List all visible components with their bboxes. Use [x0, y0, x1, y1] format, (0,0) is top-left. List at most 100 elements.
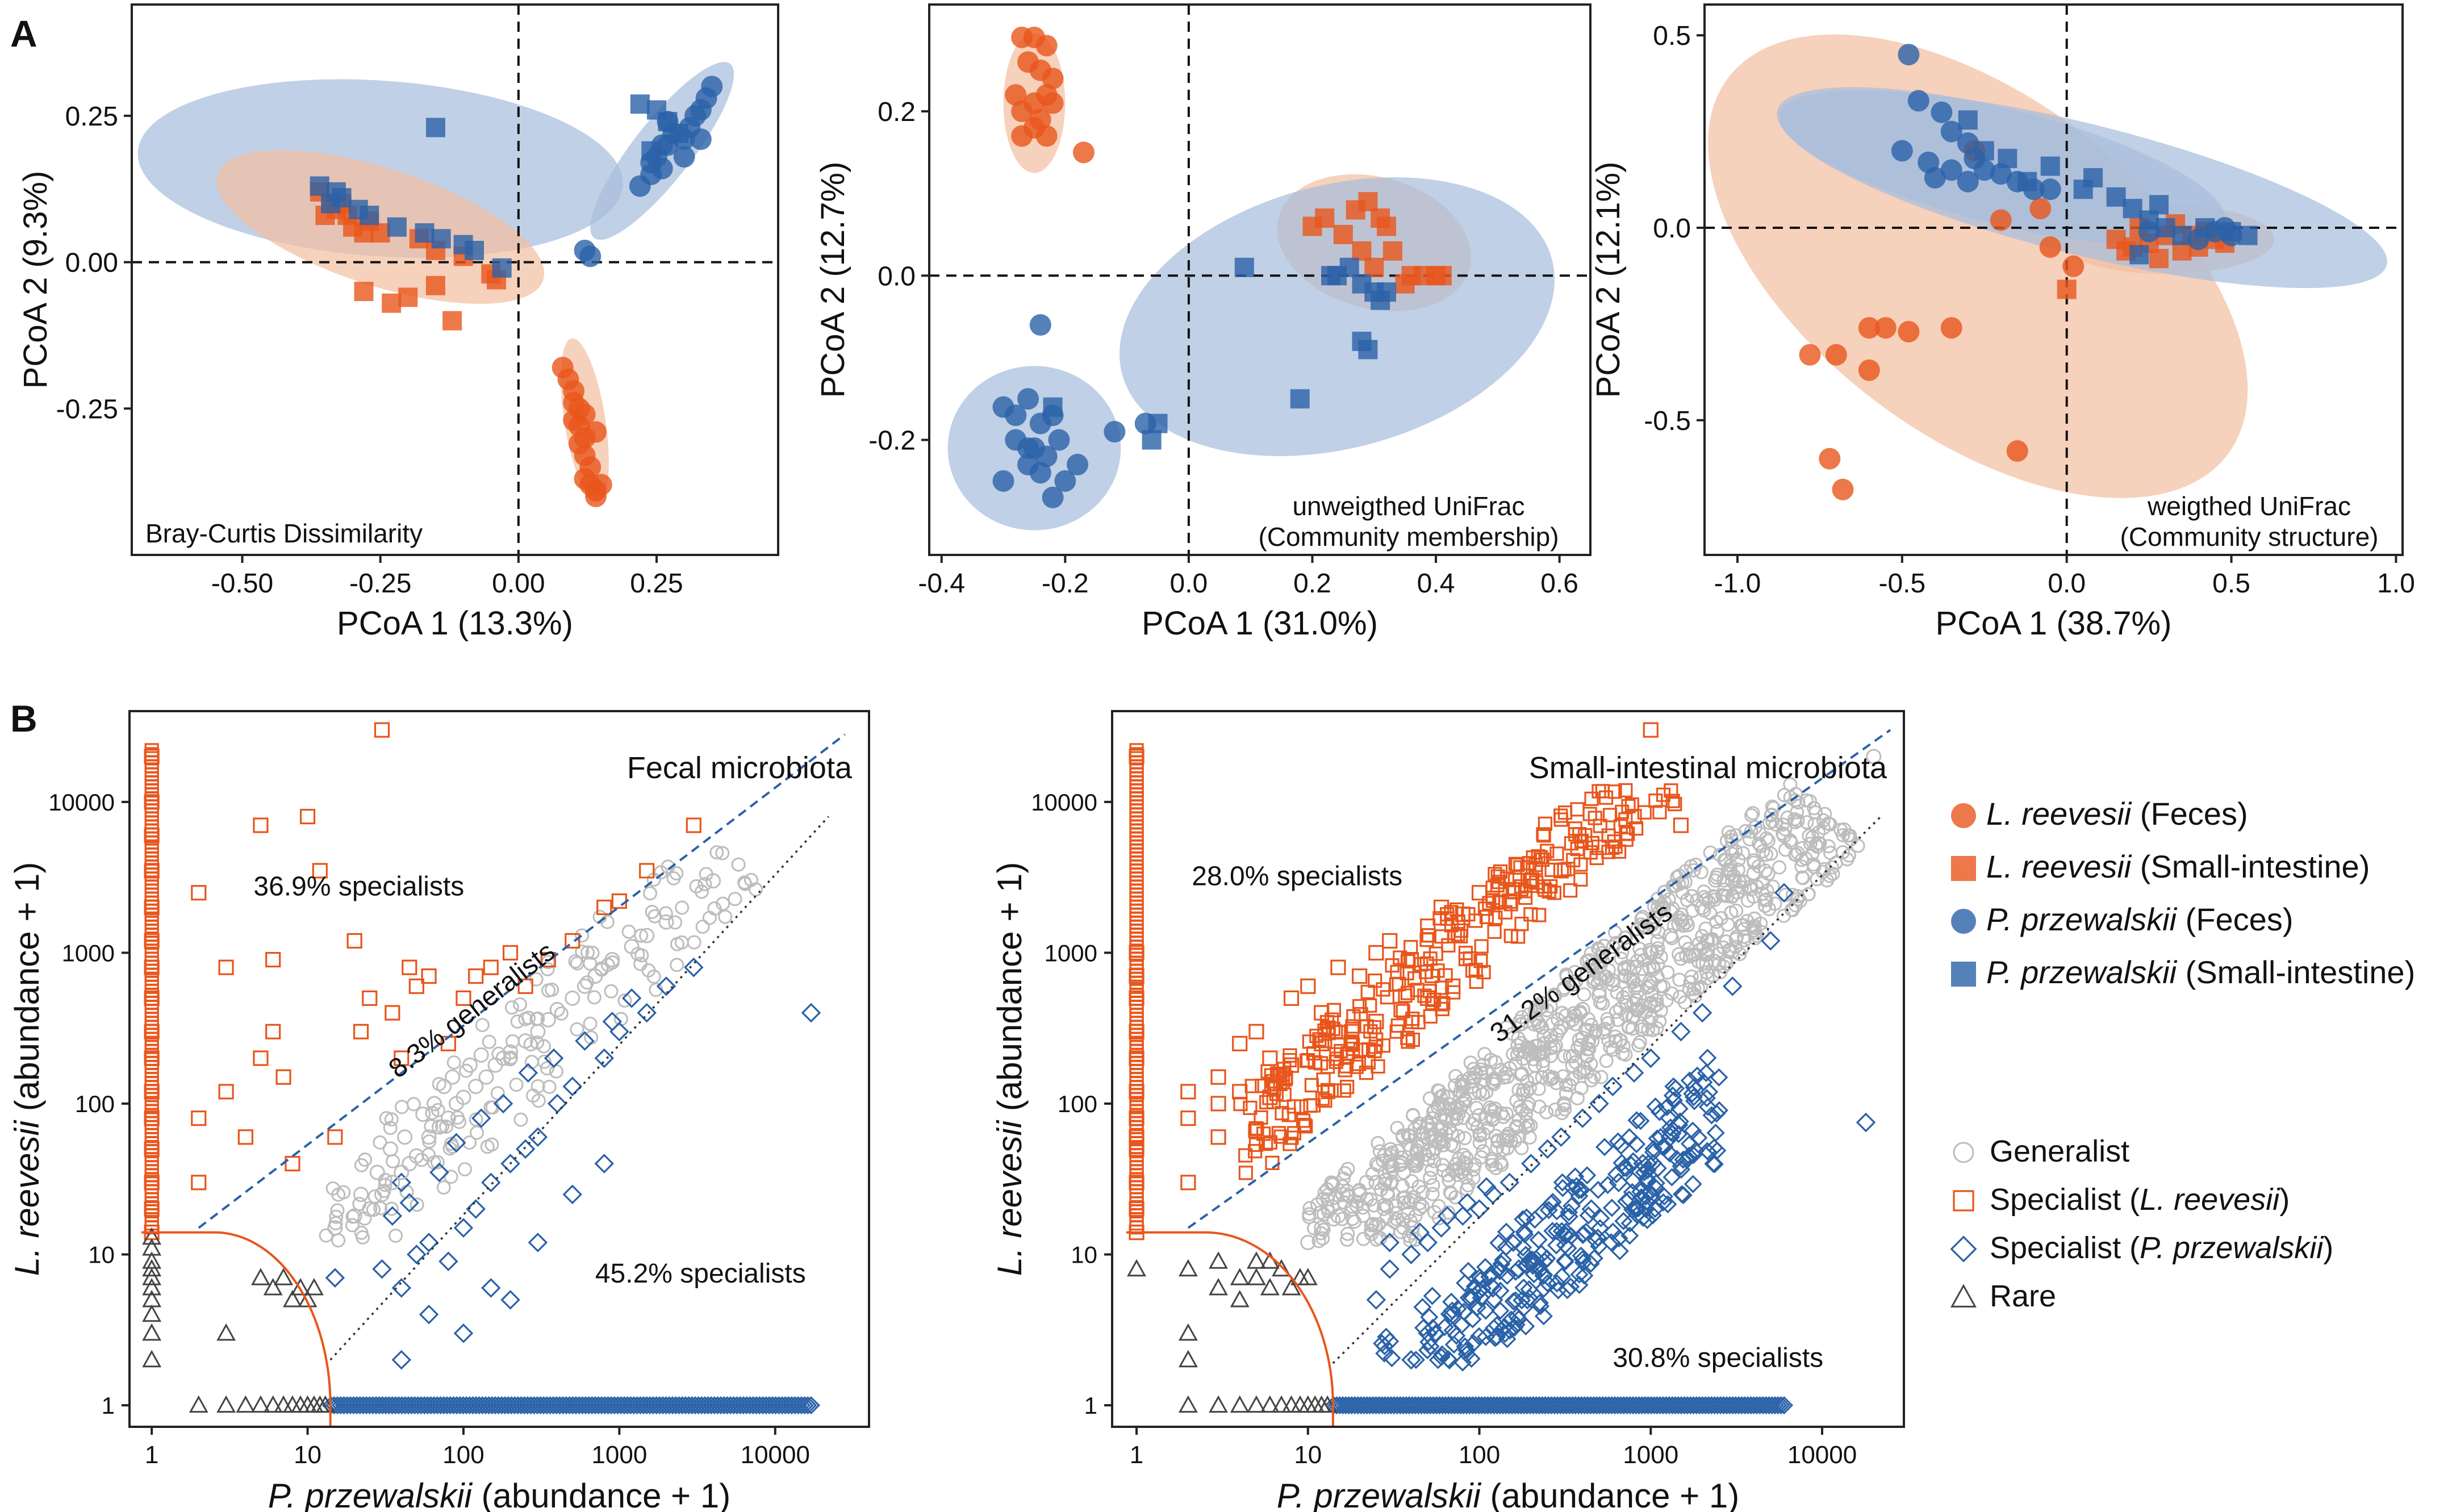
rare-point — [142, 1251, 162, 1269]
specialist-pp-point — [399, 1193, 420, 1213]
x-tick-label: -0.25 — [349, 569, 411, 599]
data-point — [1858, 317, 1880, 339]
specialist-lr-point — [1643, 722, 1659, 738]
specialist-pp-band-point — [1548, 1396, 1567, 1415]
specialist-lr-band-point — [144, 1188, 159, 1202]
pcoa-panel-2: -0.4 -0.2 0.0 0.2 0.4 0.6 -0.2 0.0 0.2 PCoA 1 (31… — [814, 3, 1591, 642]
specialist-pp-band-point — [1714, 1396, 1733, 1415]
generalist-point — [1352, 1187, 1368, 1202]
specialist-lr-band-point — [1129, 991, 1144, 1006]
generalist-point — [410, 1197, 424, 1212]
specialist-pp-band-point — [1751, 1396, 1769, 1415]
specialist-lr-point — [611, 893, 627, 909]
specialist-lr-band-point — [144, 975, 159, 990]
specialist-pp-point — [1655, 1187, 1674, 1206]
specialist-pp-point — [1627, 1135, 1646, 1154]
x-tick-label: -0.4 — [918, 569, 965, 599]
generalist-point — [1553, 1020, 1569, 1035]
specialist-pp-band-point — [1530, 1396, 1548, 1415]
data-point — [701, 76, 723, 98]
specialist-lr-point — [1400, 1030, 1415, 1045]
generalist-point — [1532, 1099, 1547, 1114]
specialist-pp-point — [1684, 1175, 1702, 1193]
data-point — [673, 146, 695, 168]
rare-point — [1178, 1259, 1198, 1277]
generalist-point — [1631, 1038, 1646, 1052]
generalist-point — [1619, 1008, 1634, 1022]
specialist-lr-point — [1549, 846, 1564, 861]
generalist-point — [1345, 1212, 1360, 1226]
chart-subtitle: Bray-Curtis Dissimilarity — [145, 519, 423, 548]
specialist-pp-point — [1572, 1246, 1590, 1265]
generalist-point — [369, 1164, 385, 1180]
specialist-lr-point — [1566, 853, 1581, 867]
generalist-point — [540, 1012, 556, 1028]
data-point — [1333, 224, 1353, 244]
specialist-lr-point — [1262, 1050, 1278, 1066]
specialist-pp-band-point — [1509, 1396, 1527, 1415]
specialist-lr-point — [144, 959, 160, 975]
specialist-lr-point — [1417, 988, 1432, 1003]
specialist-lr-point — [1400, 954, 1415, 969]
data-point — [1990, 163, 2012, 185]
generalist-point — [1335, 1212, 1350, 1226]
data-point — [2195, 218, 2215, 238]
specialist-lr-point — [639, 863, 655, 879]
specialist-pp-band-point — [799, 1396, 817, 1415]
specialist-pp-band-point — [1545, 1396, 1564, 1415]
generalist-point — [1584, 1073, 1599, 1088]
rare-point — [298, 1290, 318, 1308]
specialist-pp-band-point — [1699, 1396, 1718, 1415]
generalist-point — [1601, 1016, 1615, 1030]
generalist-point — [1644, 1010, 1659, 1025]
rare-point — [142, 1259, 162, 1277]
specialist-pp-point — [1680, 1071, 1699, 1090]
y-tick-label: 10000 — [48, 789, 115, 816]
specialist-lr-point — [1129, 945, 1144, 961]
generalist-point — [1446, 1139, 1461, 1154]
rare-point — [1230, 1395, 1250, 1413]
specialist-pp-band-point — [1439, 1396, 1458, 1415]
specialist-lr-band-point — [1129, 787, 1144, 802]
specialist-lr-point — [1352, 968, 1368, 984]
generalist-point — [1368, 1175, 1384, 1191]
x-tick-label: 10 — [1294, 1441, 1322, 1469]
specialist-lr-band-point — [144, 819, 159, 834]
specialist-pp-point — [1476, 1301, 1495, 1320]
specialist-pp-point — [1560, 1203, 1578, 1222]
specialist-lr-point — [1664, 783, 1678, 798]
specialist-pp-point — [382, 1206, 403, 1226]
specialist-pp-point — [1530, 1293, 1549, 1312]
generalist-point — [385, 1175, 400, 1191]
specialist-lr-point — [353, 1024, 369, 1039]
specialist-lr-point — [253, 1050, 269, 1066]
specialist-pp-point — [1421, 1337, 1440, 1356]
specialist-lr-band-point — [1129, 1112, 1144, 1126]
specialist-pp-band-point — [1678, 1396, 1697, 1415]
data-point — [1990, 209, 2012, 231]
specialist-pp-point — [1410, 1222, 1430, 1243]
generalist-point — [1789, 787, 1803, 801]
specialist-lr-band-point — [144, 899, 159, 914]
generalist-point — [1401, 1138, 1416, 1152]
specialist-pp-point — [1697, 1089, 1716, 1108]
x-tick-label: -1.0 — [1714, 569, 1761, 599]
plot-area — [132, 5, 778, 555]
specialist-lr-point — [1314, 1035, 1330, 1051]
specialist-lr-band-point — [144, 891, 159, 906]
specialist-lr-band-point — [1129, 955, 1144, 970]
chart-title: Fecal microbiota — [627, 751, 853, 785]
data-point — [1358, 192, 1378, 212]
specialist-lr-point — [1317, 1026, 1332, 1041]
specialist-lr-point — [1568, 827, 1583, 842]
rare-point — [1298, 1268, 1318, 1285]
generalist-point — [427, 1096, 442, 1112]
specialist-lr-point — [1420, 990, 1436, 1006]
data-point — [1017, 437, 1039, 459]
generalist-point — [731, 857, 746, 872]
specialist-pp-band-point — [1569, 1396, 1588, 1415]
specialist-lr-band-point — [144, 887, 159, 902]
legend-marker — [1951, 962, 1976, 987]
specialist-lr-point — [1652, 805, 1667, 820]
generalist-point — [1614, 951, 1628, 966]
